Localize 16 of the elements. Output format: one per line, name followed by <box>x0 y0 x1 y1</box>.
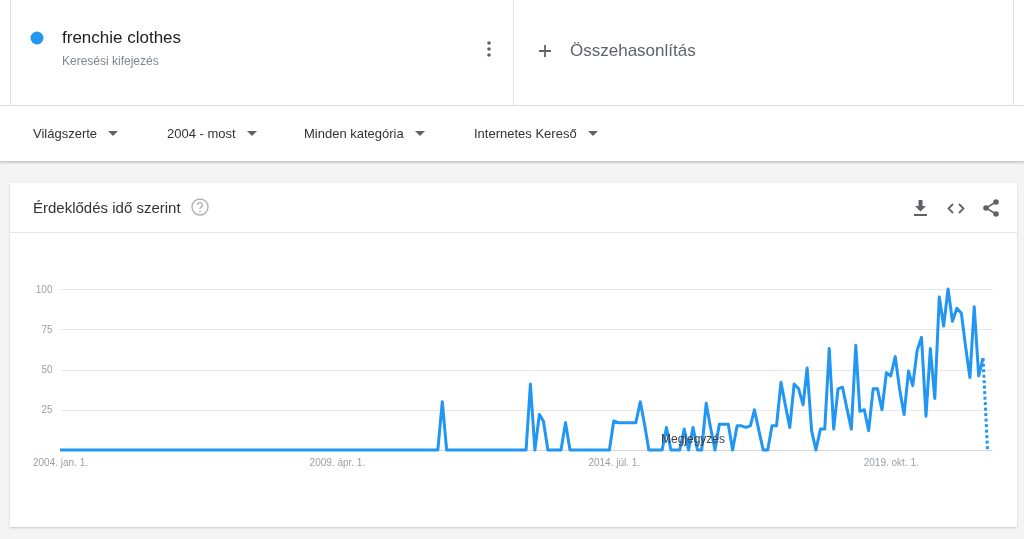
y-tick-label: 25 <box>41 404 53 416</box>
x-tick-label: 2014. júl. 1. <box>588 456 641 468</box>
y-tick-label: 75 <box>41 323 53 335</box>
y-tick-label: 100 <box>35 283 53 295</box>
text: Összehasonlítás <box>570 41 696 61</box>
x-tick-label: 2009. ápr. 1. <box>309 456 366 468</box>
chart-title: Érdeklődés idő szerint <box>33 198 181 216</box>
text: Világszerte <box>33 125 98 141</box>
legend-label: frenchie clothes <box>62 28 182 48</box>
text: Internetes Kereső <box>474 125 577 141</box>
y-tick-label: 50 <box>41 364 53 375</box>
x-tick-label: 2004. jan. 1. <box>32 456 89 468</box>
text: Minden kategória <box>304 125 404 141</box>
text: 2004 - most <box>167 125 236 141</box>
text: Keresési kifejezés <box>62 54 159 68</box>
x-tick-label: 2019. okt. 1. <box>863 456 919 468</box>
